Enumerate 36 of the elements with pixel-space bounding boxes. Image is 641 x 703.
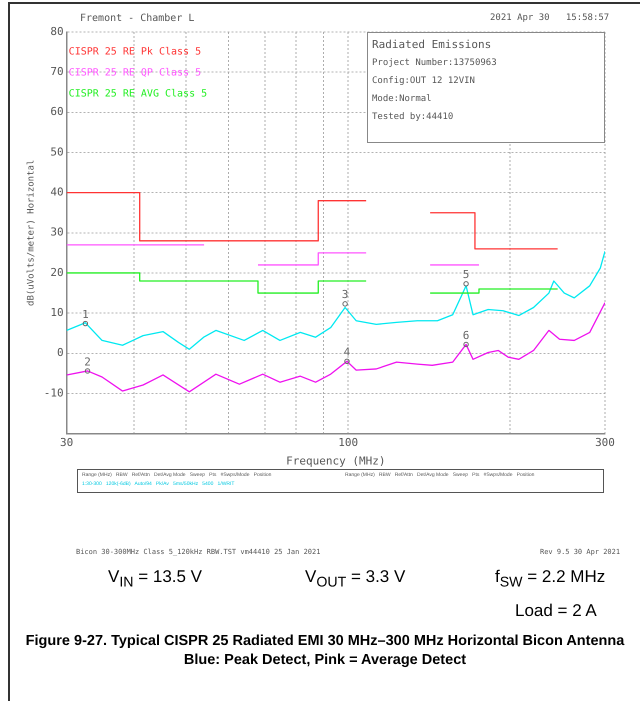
y-tick-label: 10 [50,306,64,319]
y-tick-label: 40 [50,186,64,198]
annotation: 1 [82,308,89,321]
annotation: 3 [342,288,348,302]
y-tick-label: 80 [50,24,64,38]
text: V$_{IN}$ = 13.5 V [108,567,202,590]
annotation: 4 [344,346,351,359]
x-tick-label: 30 [60,436,74,450]
x-tick-label: 300 [595,436,615,450]
y-axis-title: dB(uVolts/meter) Horizontal [26,160,37,306]
text: CISPR 25 RE Pk Class 5 [68,46,202,58]
text: Fremont - Chamber L [80,13,194,24]
annotation: 5 [462,268,470,282]
text: Load = 2 A [515,601,597,621]
y-tick-label: 30 [50,226,64,239]
annotation: 2 [84,355,91,368]
text: Figure 9-27. Typical CISPR 25 Radiated EMI 30 MHz–300 MHz Horizontal Bicon Antenna Blue: Peak Detect, Pink = Average Detect [24,632,626,670]
y-tick-label: 60 [50,105,64,118]
y-tick-label: 50 [50,145,64,158]
text: f$_{SW}$ = 2.2 MHz [495,567,606,590]
text: CISPR 25 RE AVG Class 5 [68,88,208,100]
y-tick-label: -10 [44,386,64,400]
text: CISPR 25 RE QP Class 5 [68,68,202,79]
annotation: Tested by:44410 [372,112,454,122]
x-axis-title: Frequency (MHz) [286,454,386,468]
x-tick-label: 100 [338,436,358,450]
annotation: Project Number:13750963 [372,58,497,68]
y-tick-label: 70 [50,65,64,78]
annotation: Radiated Emissions [372,38,492,51]
text: V$_{OUT}$ = 3.3 V [305,567,406,590]
y-tick-label: 20 [50,266,64,279]
annotation: Config:OUT 12 12VIN [372,76,475,86]
y-tick-label: 0 [57,346,64,360]
annotation: Mode:Normal [372,94,432,104]
annotation: 6 [462,328,470,342]
text: 2021 Apr 30 15:58:57 [490,13,610,23]
